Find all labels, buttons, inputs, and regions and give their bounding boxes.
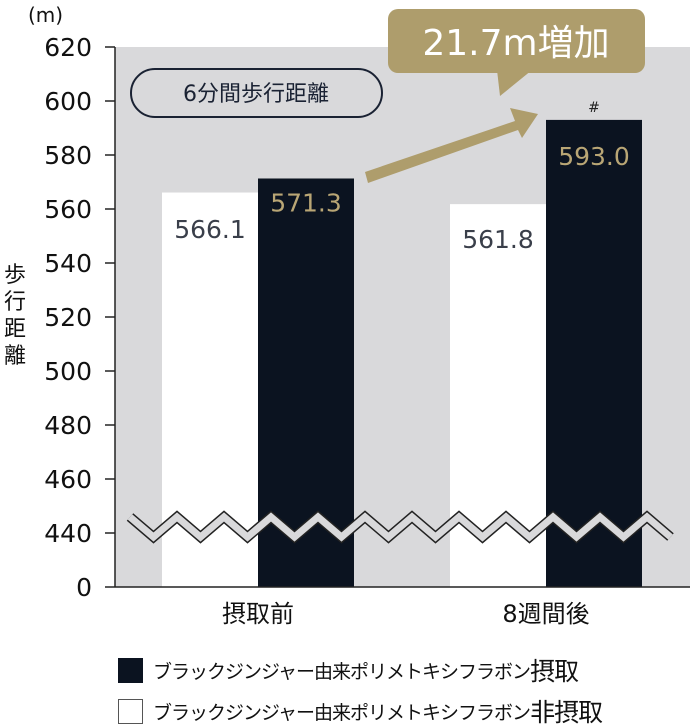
callout-tail: [497, 70, 532, 96]
data-label: 566.1: [174, 215, 246, 244]
legend-label: ブラックジンジャー由来ポリメトキシフラボン: [153, 660, 531, 683]
x-tick-label: 8週間後: [502, 600, 589, 628]
significance-mark: #: [588, 100, 600, 116]
y-tick-label: 580: [44, 141, 92, 170]
y-tick-label: 440: [44, 519, 92, 548]
y-tick-label: 0: [76, 573, 92, 602]
y-tick-label: 480: [44, 411, 92, 440]
y-axis-label-char: 歩: [4, 263, 26, 288]
increase-arrow: [365, 108, 538, 183]
axis-break: [127, 512, 673, 542]
title-pill: [130, 68, 383, 118]
data-label: 561.8: [462, 225, 534, 254]
bar-intake: [546, 119, 642, 588]
y-tick-label: 540: [44, 249, 92, 278]
data-label: 571.3: [270, 188, 342, 217]
unit-label: (m): [28, 3, 63, 27]
y-axis-label-char: 距: [4, 317, 26, 342]
data-label: 593.0: [558, 142, 630, 171]
y-axis-label-char: 離: [4, 344, 26, 369]
title-pill-text: 6分間歩行距離: [183, 82, 329, 107]
y-tick-label: 620: [44, 33, 92, 62]
legend-swatch-dark: [118, 657, 143, 683]
x-tick-label: 摂取前: [222, 600, 294, 628]
legend-label: ブラックジンジャー由来ポリメトキシフラボン: [153, 701, 531, 724]
y-tick-label: 460: [44, 465, 92, 494]
y-axis-label-char: 行: [4, 290, 26, 315]
y-tick-label: 500: [44, 357, 92, 386]
y-tick-label: 600: [44, 87, 92, 116]
y-tick-label: 520: [44, 303, 92, 332]
callout-box: [388, 9, 645, 73]
legend-item-non-intake: ブラックジンジャー由来ポリメトキシフラボン 非摂取: [118, 693, 603, 726]
legend-item-intake: ブラックジンジャー由来ポリメトキシフラボン 摂取: [118, 652, 579, 688]
legend-label-suffix: 摂取: [530, 657, 579, 686]
y-tick-label: 560: [44, 195, 92, 224]
legend-label-suffix: 非摂取: [530, 698, 603, 726]
callout-text: 21.7m増加: [422, 23, 609, 64]
legend-swatch-white: [118, 698, 143, 724]
